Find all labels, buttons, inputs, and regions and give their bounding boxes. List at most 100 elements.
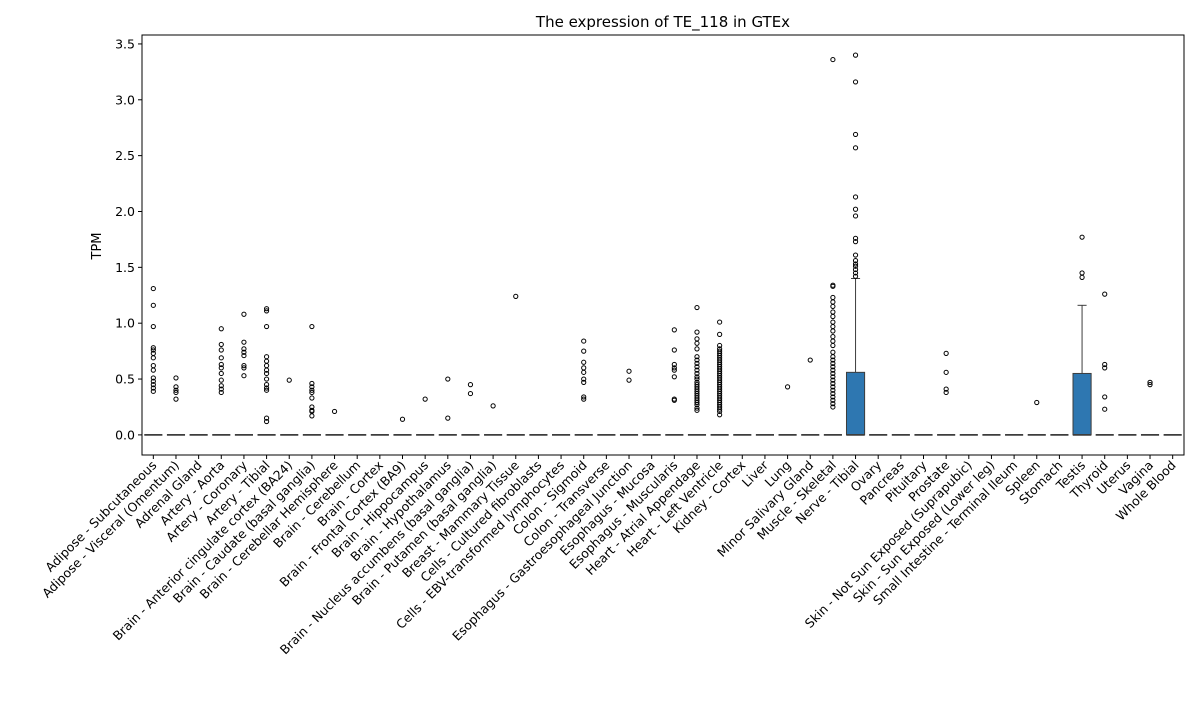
outlier-point: [852, 266, 859, 273]
outlier-point: [694, 376, 700, 382]
outlier-point: [830, 56, 836, 63]
outlier-point: [943, 350, 949, 356]
outlier-point: [241, 352, 247, 359]
outlier-point: [241, 339, 247, 345]
box-group: [257, 306, 276, 436]
outlier-point: [218, 355, 224, 361]
outlier-point: [1034, 399, 1040, 406]
outlier-point: [830, 360, 836, 367]
outlier-point: [581, 369, 587, 375]
outlier-point: [241, 365, 247, 371]
outlier-point: [830, 380, 836, 387]
box-group: [845, 52, 866, 436]
box-group: [1027, 399, 1046, 436]
outlier-point: [852, 273, 859, 279]
outlier-point: [671, 367, 677, 373]
outlier-point: [150, 347, 156, 353]
outlier-point: [694, 374, 700, 380]
outlier-point: [694, 402, 700, 408]
y-tick-label: 0.5: [115, 372, 135, 387]
outlier-point: [671, 365, 677, 371]
y-tick-label: 3.0: [115, 92, 135, 107]
outlier-point: [852, 261, 859, 267]
outlier-point: [852, 206, 859, 212]
outlier-point: [150, 323, 156, 330]
outlier-point: [694, 360, 700, 367]
outlier-point: [581, 379, 587, 385]
outlier-point: [309, 389, 315, 396]
outlier-point: [807, 357, 813, 363]
box-group: [574, 338, 593, 436]
outlier-point: [218, 347, 224, 353]
outlier-point: [490, 403, 496, 409]
outlier-point: [150, 355, 156, 361]
box-group: [212, 326, 231, 436]
outlier-point: [263, 387, 270, 393]
outlier-point: [1079, 274, 1085, 280]
outlier-point: [626, 368, 632, 374]
outlier-point: [1102, 406, 1108, 412]
outlier-point: [218, 377, 224, 383]
outlier-point: [581, 394, 587, 400]
box-group: [778, 384, 797, 436]
box-group: [823, 56, 842, 436]
box-group: [687, 304, 707, 436]
outlier-point: [218, 383, 224, 389]
outlier-point: [309, 395, 315, 401]
outlier-point: [263, 385, 270, 391]
outlier-point: [309, 380, 315, 387]
box-group: [416, 396, 435, 436]
outlier-point: [852, 145, 859, 151]
outlier-point: [263, 370, 270, 377]
outlier-point: [852, 52, 859, 58]
outlier-point: [717, 331, 723, 337]
y-tick-label: 1.5: [115, 260, 135, 275]
box-group: [393, 416, 412, 436]
y-tick-label: 2.0: [115, 204, 135, 219]
box-group: [937, 350, 956, 436]
outlier-point: [717, 412, 723, 418]
plot-area: [144, 52, 1182, 436]
outlier-point: [150, 375, 156, 381]
outlier-point: [671, 397, 677, 403]
outlier-point: [852, 194, 859, 200]
box-group: [280, 377, 299, 436]
box-group: [302, 323, 321, 436]
outlier-point: [150, 345, 156, 351]
outlier-point: [694, 405, 700, 411]
box-group: [166, 375, 186, 436]
outlier-point: [830, 390, 836, 397]
outlier-point: [309, 413, 315, 419]
box-iqr: [1072, 372, 1092, 436]
outlier-point: [830, 303, 836, 310]
outlier-point: [694, 340, 700, 346]
outlier-point: [1102, 361, 1108, 368]
outlier-point: [694, 304, 700, 311]
outlier-point: [694, 370, 700, 377]
outlier-point: [694, 329, 700, 335]
outlier-point: [241, 349, 247, 355]
outlier-point: [581, 348, 587, 354]
outlier-point: [241, 346, 247, 352]
box-group: [461, 382, 480, 436]
outlier-point: [671, 374, 677, 380]
outlier-point: [694, 346, 700, 352]
outlier-point: [717, 319, 723, 325]
box-group: [1095, 291, 1114, 436]
outlier-point: [150, 367, 156, 373]
outlier-point: [830, 354, 836, 360]
outlier-point: [852, 213, 859, 219]
outlier-point: [263, 323, 270, 330]
y-axis-ticks: 0.0 0.5 1.0 1.5 2.0 2.5 3.0 3.5: [115, 36, 142, 442]
outlier-point: [1079, 234, 1085, 240]
outlier-point: [263, 415, 270, 421]
plot-frame: [141, 34, 1185, 456]
outlier-point: [694, 367, 700, 373]
outlier-point: [694, 407, 700, 413]
outlier-point: [1102, 365, 1108, 371]
outlier-point: [830, 328, 836, 334]
outlier-point: [581, 338, 587, 344]
outlier-point: [309, 323, 315, 330]
y-tick-label: 3.5: [115, 36, 135, 51]
